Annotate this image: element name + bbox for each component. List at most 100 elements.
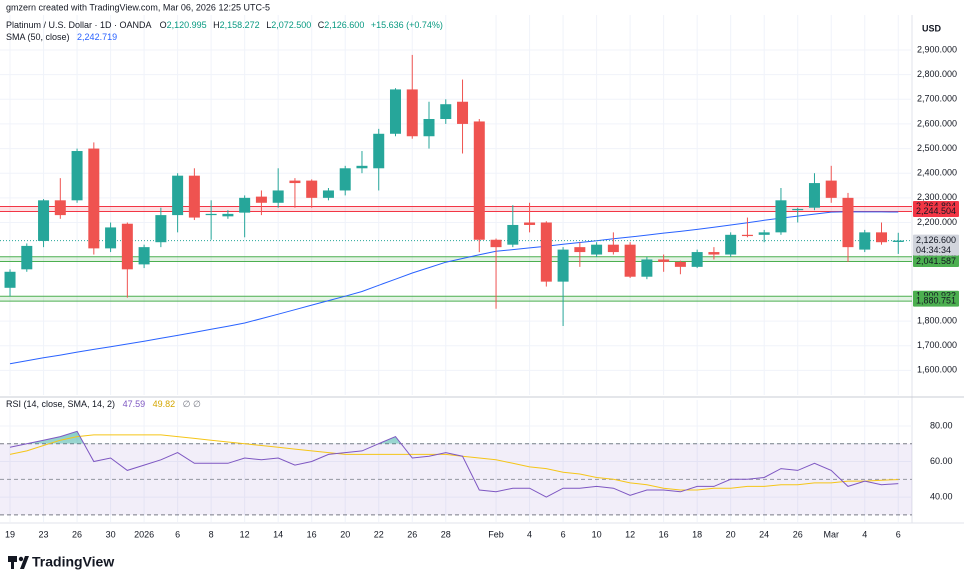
level-zone [0,256,912,262]
rsi-name: RSI (14, close, SMA, 14, 2) [6,399,115,409]
candle-body [88,148,100,249]
x-tick-label: 22 [374,529,384,539]
candle-body [356,165,368,169]
candle-body [322,190,334,198]
x-tick-label: 26 [793,529,803,539]
currency: USD [922,23,942,33]
candle-body [406,89,418,137]
candle-body [725,234,737,255]
candle-body [71,151,83,201]
candle-body [859,232,871,250]
last-price-bg [913,234,959,256]
candle-body [808,183,820,208]
level-label: 1,900.933 [916,291,956,301]
level-label: 2,264.894 [916,201,956,211]
x-tick-label: 18 [692,529,702,539]
legend-sma: SMA (50, close) 2,242.719 [6,32,117,42]
y-tick-label: 2,900.000 [917,44,957,54]
x-tick-label: 26 [407,529,417,539]
logo-part [11,556,14,569]
candle-body [54,200,66,216]
level-zone [0,206,912,212]
rsi-tick-label: 80.00 [930,420,953,430]
candle-body [289,180,301,184]
level-label: 1,880.751 [916,296,956,306]
countdown: 04:34:34 [916,245,951,255]
candle-body [792,208,804,211]
y-tick-label: 2,200.000 [917,217,957,227]
candle-body [607,244,619,253]
rsi-extra: ∅ ∅ [183,399,201,409]
logo-part [20,556,29,569]
candle-body [272,190,284,203]
candle-body [38,200,50,241]
candle-body [691,252,703,267]
candle-body [4,271,16,288]
candle-body [524,222,536,225]
level-label: 2,244.504 [916,206,956,216]
x-tick-label: 23 [39,529,49,539]
candle-body [557,249,569,282]
candle-body [306,180,318,198]
x-tick-label: 28 [441,529,451,539]
x-tick-label: Feb [488,529,504,539]
candle-body [507,224,519,245]
y-tick-label: 2,400.000 [917,168,957,178]
logo-part [18,556,24,562]
candle-body [138,247,150,265]
candle-body [155,215,167,243]
candle-body [624,244,636,277]
candle-body [21,245,33,270]
y-tick-label: 1,800.000 [917,315,957,325]
candle-body [222,213,234,217]
rsi-tick-label: 60.00 [930,456,953,466]
candle-body [255,196,267,203]
symbol: Platinum / U.S. Dollar · 1D · OANDA [6,20,152,30]
x-tick-label: 4 [527,529,532,539]
x-tick-label: 2026 [134,529,154,539]
ohlc-key: L [266,20,271,30]
x-tick-label: 19 [5,529,15,539]
brand: TradingView [32,554,114,570]
ohlc-key: C [318,20,325,30]
x-tick-label: Mar [823,529,839,539]
candle-body [339,168,351,191]
y-tick-label: 2,800.000 [917,69,957,79]
candle-body [591,244,603,255]
y-tick-label: 2,600.000 [917,118,957,128]
ohlc-key: H [213,20,220,30]
candle-body [741,234,753,237]
candle-body [708,252,720,255]
candle-body [389,89,401,134]
candle-body [105,227,117,249]
candle-body [440,104,452,119]
candle-body [188,175,200,218]
candle-body [457,101,469,124]
rsi-value: 47.59 [123,399,146,409]
legend-symbol: Platinum / U.S. Dollar · 1D · OANDA O 2,1… [6,20,443,30]
sma-name: SMA (50, close) [6,32,70,42]
x-tick-label: 6 [896,529,901,539]
rsi-sma-value: 49.82 [153,399,176,409]
rsi-sma-line [9,434,899,491]
candle-body [658,259,670,262]
ohlc-value: 2,158.272 [220,20,260,30]
y-tick-label: 1,600.000 [917,365,957,375]
candle-body [876,232,888,243]
y-tick-label: 1,700.000 [917,340,957,350]
candle-body [423,118,435,137]
candle-body [758,232,770,235]
x-tick-label: 12 [625,529,635,539]
level-label: 2,041.587 [916,256,956,266]
candle-body [574,247,586,253]
level-label-bg [913,295,959,307]
x-tick-label: 20 [726,529,736,539]
ohlc-key: O [160,20,167,30]
x-tick-label: 24 [759,529,769,539]
x-tick-label: 8 [209,529,214,539]
change: +15.636 (+0.74%) [371,20,443,30]
candle-body [121,223,133,270]
x-tick-label: 6 [561,529,566,539]
ohlc-value: 2,072.500 [271,20,311,30]
